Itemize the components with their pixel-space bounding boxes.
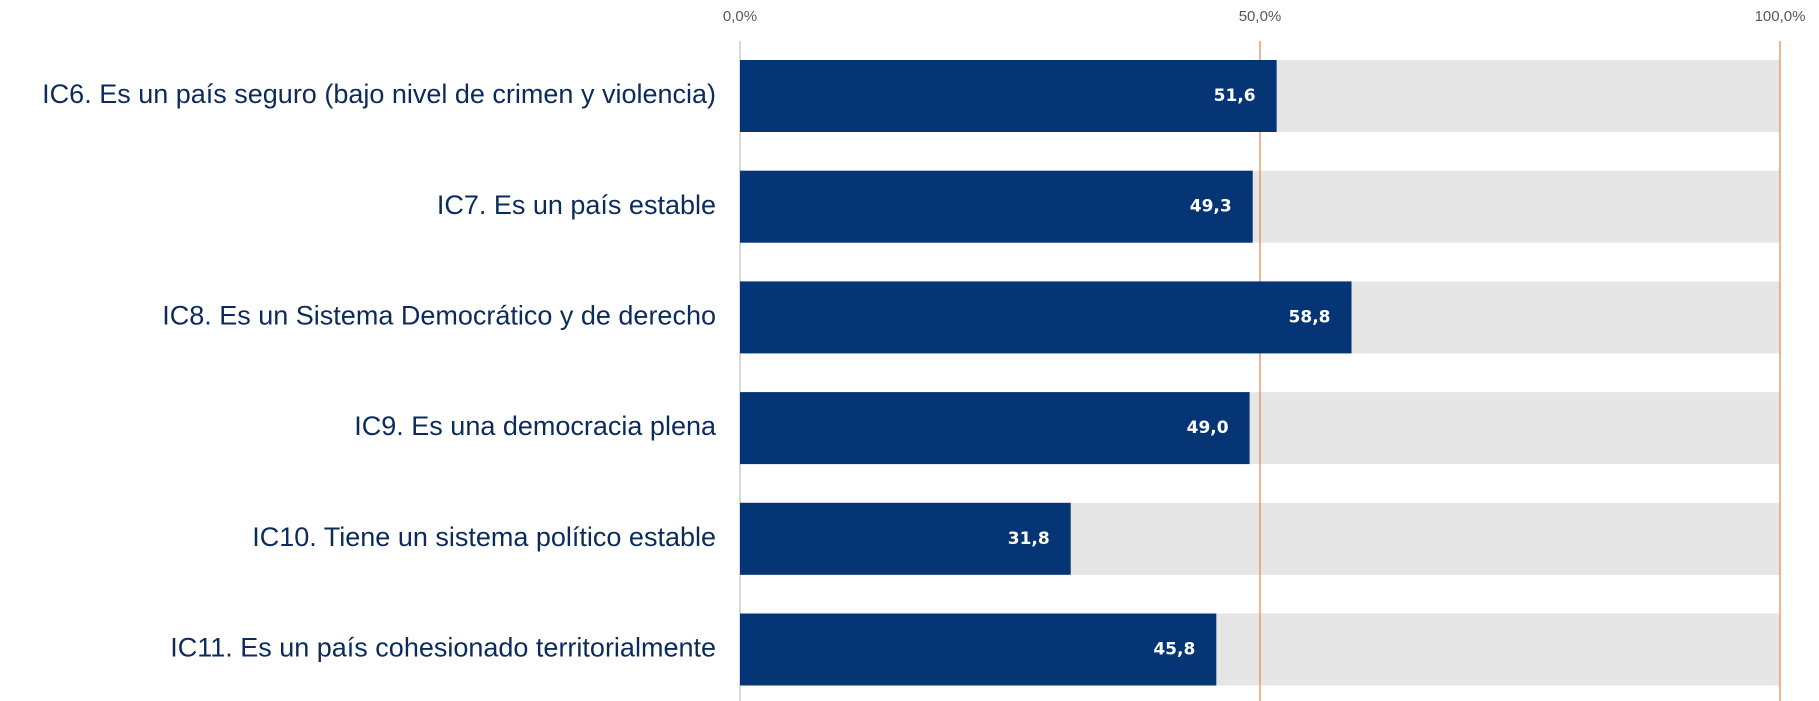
x-tick-label: 0,0% xyxy=(723,8,757,25)
value-label: 49,3 xyxy=(1190,197,1232,217)
bar xyxy=(740,613,1217,686)
value-label: 51,6 xyxy=(1214,86,1256,106)
category-label: IC6. Es un país seguro (bajo nivel de cr… xyxy=(42,79,716,109)
category-label: IC7. Es un país estable xyxy=(437,190,716,220)
category-label: IC8. Es un Sistema Democrático y de dere… xyxy=(162,301,716,331)
value-label: 49,0 xyxy=(1187,418,1229,438)
category-label: IC9. Es una democracia plena xyxy=(354,411,717,441)
bar xyxy=(740,392,1250,465)
x-tick-label: 50,0% xyxy=(1239,8,1282,25)
x-tick-label: 100,0% xyxy=(1755,8,1806,25)
category-label: IC10. Tiene un sistema político estable xyxy=(252,522,716,552)
bar xyxy=(740,281,1352,354)
bar xyxy=(740,60,1277,132)
bar xyxy=(740,170,1253,243)
value-label: 31,8 xyxy=(1008,529,1050,549)
bar xyxy=(740,502,1071,575)
value-label: 58,8 xyxy=(1289,307,1331,327)
value-label: 45,8 xyxy=(1153,640,1195,660)
category-label: IC11. Es un país cohesionado territorial… xyxy=(170,633,716,663)
